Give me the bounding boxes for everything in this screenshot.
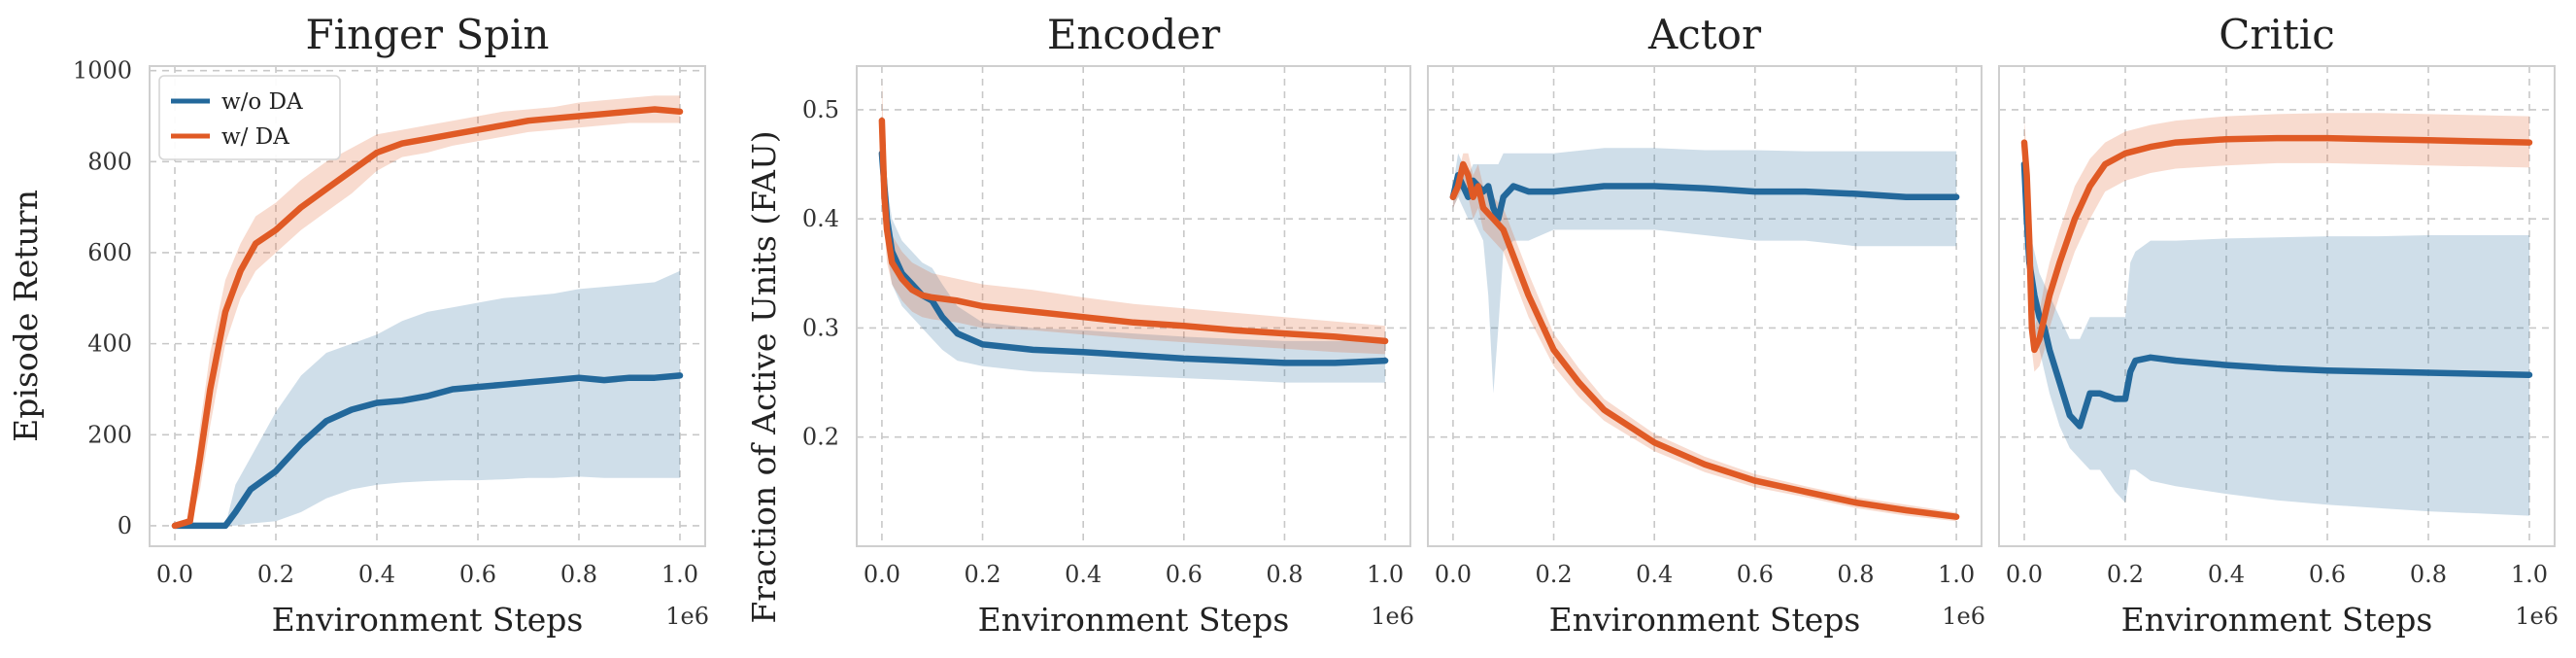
xtick-label: 0.0 bbox=[2006, 561, 2043, 588]
ytick-label: 400 bbox=[87, 330, 132, 358]
xtick-label: 0.2 bbox=[1535, 561, 1572, 588]
panel-title: Critic bbox=[2219, 11, 2334, 58]
xtick-label: 0.2 bbox=[257, 561, 294, 588]
ytick-label: 600 bbox=[87, 239, 132, 266]
xtick-label: 0.2 bbox=[2107, 561, 2144, 588]
x-offset-multiplier: 1e6 bbox=[1371, 603, 1414, 630]
panel-1: 0.0 0.2 0.4 0.6 0.8 1.0 0.2 0.3 0.4 0.5 Encoder Env… bbox=[802, 11, 1414, 639]
band-wo-da bbox=[1452, 148, 1957, 394]
xtick-label: 0.0 bbox=[1435, 561, 1472, 588]
x-offset-multiplier: 1e6 bbox=[1942, 603, 1985, 630]
series-line-w-da bbox=[171, 106, 684, 530]
xtick-label: 0.2 bbox=[964, 561, 1000, 588]
ytick-label: 200 bbox=[87, 421, 132, 448]
ytick-label: 0.2 bbox=[802, 424, 839, 451]
x-axis-label: Environment Steps bbox=[2121, 601, 2433, 639]
ytick-label: 0.5 bbox=[802, 96, 839, 123]
x-offset-multiplier: 1e6 bbox=[2515, 603, 2559, 630]
legend: w/o DA w/ DA bbox=[158, 75, 341, 160]
ytick-label: 800 bbox=[87, 148, 132, 175]
xtick-label: 0.4 bbox=[1636, 561, 1673, 588]
panel-2: 0.0 0.2 0.4 0.6 0.8 1.0 Actor Environment Steps… bbox=[1427, 11, 1985, 639]
x-offset-multiplier: 1e6 bbox=[665, 603, 709, 630]
series-line-wo-da bbox=[171, 372, 684, 530]
xtick-label: 0.8 bbox=[1266, 561, 1303, 588]
panel-0: 0.0 0.2 0.4 0.6 0.8 1.0 0 200 400 600 800 1000 Finge… bbox=[7, 11, 709, 639]
x-axis-label: Environment Steps bbox=[978, 601, 1290, 639]
panels: 0.0 0.2 0.4 0.6 0.8 1.0 0 200 400 600 800 1000 Finge… bbox=[7, 11, 2559, 639]
axes-frame bbox=[1998, 65, 2556, 547]
legend-label-w-da: w/ DA bbox=[221, 124, 289, 150]
ytick-label: 1000 bbox=[73, 57, 132, 85]
xtick-label: 0.8 bbox=[560, 561, 597, 588]
panel-title: Encoder bbox=[1047, 11, 1221, 58]
panel-title: Actor bbox=[1647, 11, 1762, 58]
xtick-label: 0.4 bbox=[2208, 561, 2245, 588]
series-line-w-da bbox=[2020, 134, 2533, 354]
panel-3: 0.0 0.2 0.4 0.6 0.8 1.0 Critic Environment Step… bbox=[1998, 11, 2559, 639]
x-axis-label: Environment Steps bbox=[272, 601, 584, 639]
series-line-wo-da bbox=[2020, 160, 2533, 430]
xtick-label: 0.6 bbox=[1737, 561, 1774, 588]
legend-label-wo-da: w/o DA bbox=[221, 89, 303, 115]
xtick-label: 0.6 bbox=[1166, 561, 1203, 588]
xtick-label: 1.0 bbox=[1367, 561, 1404, 588]
xtick-label: 0.0 bbox=[156, 561, 193, 588]
band-w-da bbox=[175, 95, 680, 526]
xtick-label: 1.0 bbox=[1938, 561, 1975, 588]
ytick-label: 0 bbox=[118, 512, 132, 539]
xtick-label: 0.6 bbox=[2309, 561, 2346, 588]
xtick-label: 0.4 bbox=[358, 561, 395, 588]
xtick-label: 0.8 bbox=[2410, 561, 2447, 588]
band-w-da bbox=[881, 77, 1386, 355]
xtick-label: 0.6 bbox=[459, 561, 496, 588]
ytick-label: 0.4 bbox=[802, 205, 839, 232]
x-axis-label: Environment Steps bbox=[1549, 601, 1861, 639]
ytick-label: 0.3 bbox=[802, 314, 839, 341]
xtick-label: 0.8 bbox=[1837, 561, 1874, 588]
y-axis-label: Episode Return bbox=[7, 190, 45, 442]
series-line-w-da bbox=[878, 117, 1389, 345]
axes-frame bbox=[149, 65, 706, 547]
band-wo-da bbox=[881, 121, 1386, 383]
xtick-label: 0.0 bbox=[864, 561, 900, 588]
xtick-label: 1.0 bbox=[2511, 561, 2548, 588]
panel-title: Finger Spin bbox=[306, 11, 550, 58]
shared-ylabel-fau: Fraction of Active Units (FAU) bbox=[745, 130, 783, 623]
series-line-w-da bbox=[1449, 160, 1960, 520]
axes-frame bbox=[1427, 65, 1983, 547]
xtick-label: 1.0 bbox=[661, 561, 698, 588]
axes-frame bbox=[856, 65, 1411, 547]
band-w-da bbox=[1452, 153, 1957, 522]
band-wo-da bbox=[2024, 142, 2529, 516]
xtick-label: 0.4 bbox=[1065, 561, 1102, 588]
